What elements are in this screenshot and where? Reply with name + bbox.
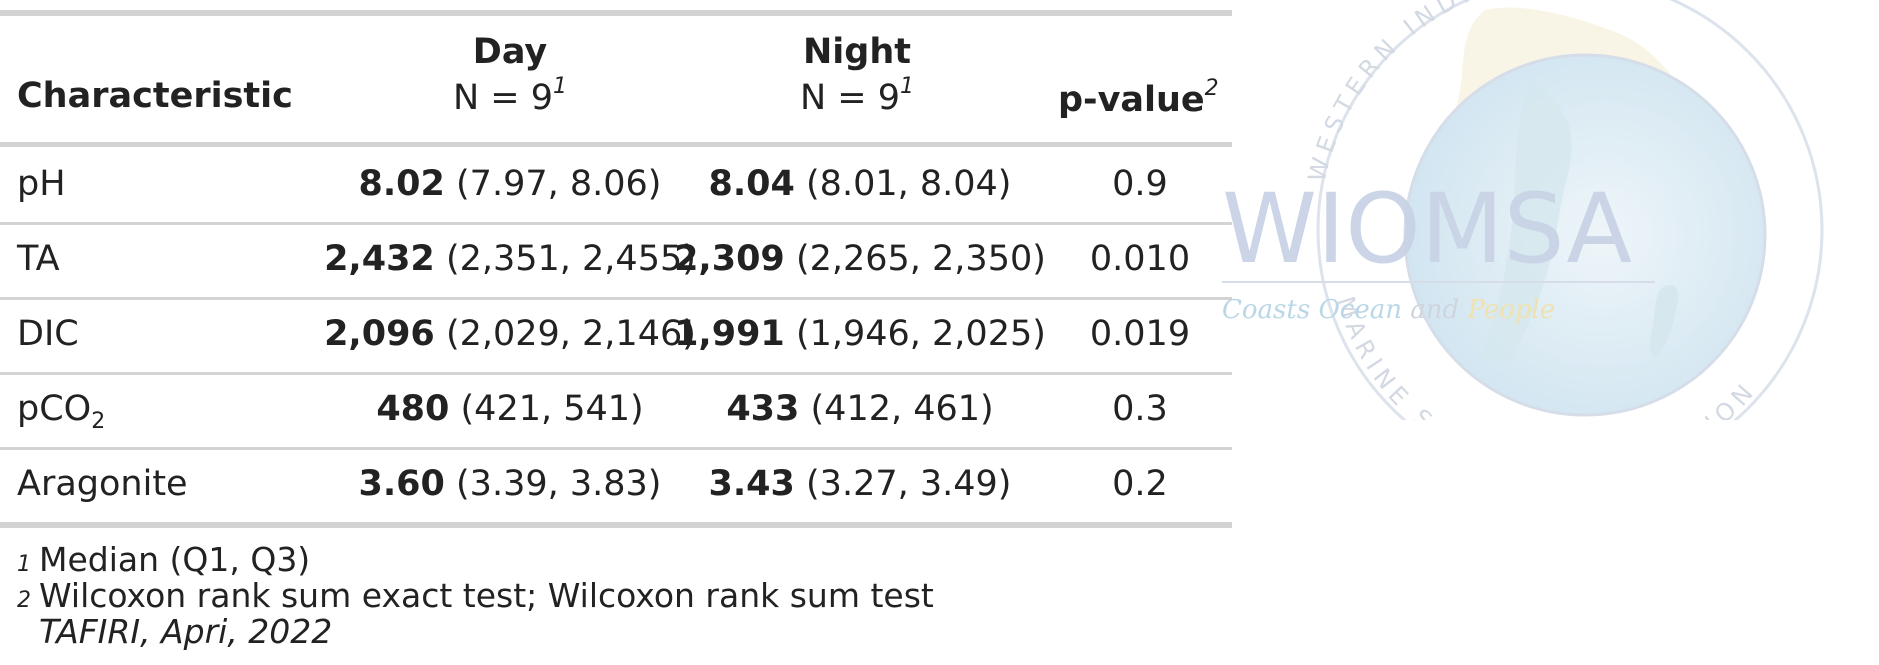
night-median: 2,309	[674, 239, 785, 279]
p-value: 0.9	[1112, 164, 1168, 204]
day-median: 2,096	[324, 314, 435, 354]
tagline: Coasts Ocean and People	[1222, 295, 1555, 325]
night-iqr: (3.27, 3.49)	[806, 464, 1012, 504]
wiomsa-wordmark: WIOMSA	[1222, 173, 1632, 285]
night-median: 1,991	[674, 314, 785, 354]
day-iqr: (2,351, 2,455)	[445, 239, 696, 279]
coastline	[1480, 80, 1572, 360]
night-iqr: (1,946, 2,025)	[795, 314, 1046, 354]
row-label: pCO2	[17, 389, 105, 434]
source-note: TAFIRI, Apri, 2022	[39, 612, 333, 651]
p-value: 0.2	[1112, 464, 1168, 504]
header-divider	[0, 142, 1232, 147]
night-median: 433	[726, 389, 800, 429]
header-night-footnote-mark: 1	[900, 74, 915, 99]
day-value: 480 (421, 541)	[300, 389, 720, 429]
row-label-subscript: 2	[91, 409, 106, 434]
night-value: 433 (412, 461)	[660, 389, 1060, 429]
table-row: Aragonite 3.60 (3.39, 3.83) 3.43 (3.27, …	[0, 450, 1232, 522]
madagascar-shape	[1650, 284, 1679, 356]
day-iqr: (3.39, 3.83)	[456, 464, 662, 504]
table-row: pCO2 480 (421, 541) 433 (412, 461) 0.3	[0, 375, 1232, 447]
day-value: 3.60 (3.39, 3.83)	[300, 464, 720, 504]
footnote-1: 1 Median (Q1, Q3)	[17, 540, 310, 579]
night-iqr: (412, 461)	[810, 389, 994, 429]
header-night-title: Night	[803, 32, 911, 72]
row-divider	[0, 372, 1232, 375]
p-value: 0.019	[1089, 314, 1191, 354]
row-divider	[0, 297, 1232, 300]
p-value: 0.010	[1089, 239, 1191, 279]
table-row: pH 8.02 (7.97, 8.06) 8.04 (8.01, 8.04) 0…	[0, 148, 1232, 222]
table-top-border	[0, 10, 1232, 16]
day-median: 480	[376, 389, 450, 429]
day-median: 8.02	[358, 164, 445, 204]
row-label: pH	[17, 164, 66, 204]
night-iqr: (2,265, 2,350)	[795, 239, 1046, 279]
night-value: 2,309 (2,265, 2,350)	[660, 239, 1060, 279]
row-divider	[0, 447, 1232, 450]
wiomsa-logo-watermark: WESTERN INDIAN OCEAN MARINE SCIENCE ASSO…	[1222, 0, 1824, 420]
header-night-n-text: N = 9	[799, 78, 901, 118]
day-iqr: (2,029, 2,146)	[445, 314, 696, 354]
day-iqr: (421, 541)	[460, 389, 644, 429]
row-label: TA	[17, 239, 60, 279]
row-divider	[0, 222, 1232, 225]
header-day-footnote-mark: 1	[553, 74, 568, 99]
row-label-text: pCO	[17, 389, 92, 429]
night-median: 3.43	[708, 464, 795, 504]
header-characteristic: Characteristic	[17, 76, 293, 116]
night-value: 8.04 (8.01, 8.04)	[660, 164, 1060, 204]
day-iqr: (7.97, 8.06)	[456, 164, 662, 204]
night-median: 8.04	[708, 164, 795, 204]
table-bottom-border	[0, 522, 1232, 528]
day-median: 3.60	[358, 464, 445, 504]
footnote-1-text: Median (Q1, Q3)	[39, 540, 311, 579]
table-row: DIC 2,096 (2,029, 2,146) 1,991 (1,946, 2…	[0, 300, 1232, 372]
footnote-2-text: Wilcoxon rank sum exact test; Wilcoxon r…	[39, 576, 934, 615]
header-night: Night N = 91	[737, 32, 977, 118]
day-value: 8.02 (7.97, 8.06)	[300, 164, 720, 204]
header-night-n: N = 91	[737, 74, 977, 118]
footnote-2-mark: 2	[17, 588, 31, 613]
night-value: 3.43 (3.27, 3.49)	[660, 464, 1060, 504]
row-label: DIC	[17, 314, 79, 354]
header-day-n: N = 91	[390, 74, 630, 118]
day-value: 2,096 (2,029, 2,146)	[300, 314, 720, 354]
outer-ring	[1316, 0, 1824, 420]
footnote-2: 2 Wilcoxon rank sum exact test; Wilcoxon …	[17, 576, 934, 615]
row-label: Aragonite	[17, 464, 188, 504]
table-row: TA 2,432 (2,351, 2,455) 2,309 (2,265, 2,…	[0, 225, 1232, 297]
header-pvalue-footnote-mark: 2	[1204, 76, 1219, 101]
header-day-n-text: N = 9	[452, 78, 554, 118]
footnote-1-mark: 1	[17, 552, 31, 577]
night-iqr: (8.01, 8.04)	[806, 164, 1012, 204]
header-day-title: Day	[472, 32, 548, 72]
night-value: 1,991 (1,946, 2,025)	[660, 314, 1060, 354]
header-pvalue-text: p-value	[1058, 80, 1205, 120]
header-day: Day N = 91	[390, 32, 630, 118]
day-median: 2,432	[324, 239, 435, 279]
p-value: 0.3	[1112, 389, 1168, 429]
header-pvalue: p-value2	[1058, 76, 1219, 120]
day-value: 2,432 (2,351, 2,455)	[300, 239, 720, 279]
